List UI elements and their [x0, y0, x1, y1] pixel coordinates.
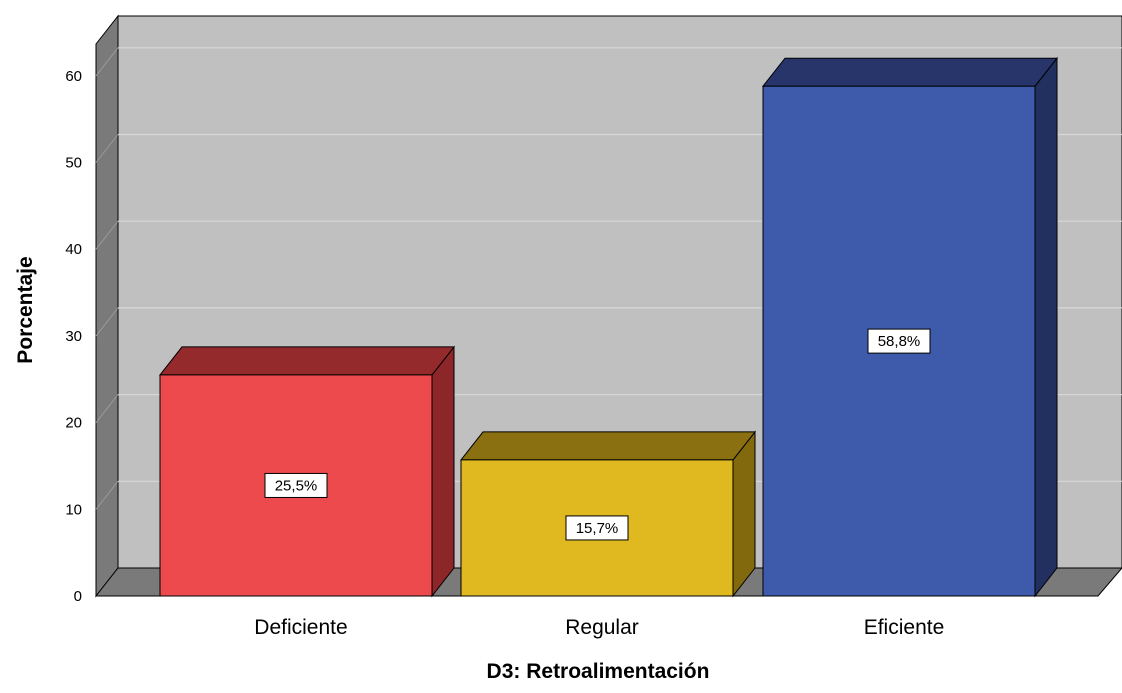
data-label-text: 25,5%: [275, 477, 318, 494]
x-category-label: Regular: [565, 616, 639, 639]
y-tick-label: 30: [65, 328, 82, 345]
bar-side: [732, 430, 756, 598]
y-tick-label: 20: [65, 415, 82, 432]
x-category-label: Eficiente: [864, 616, 945, 639]
x-category-label: Deficiente: [254, 616, 347, 639]
gridline-side: [95, 394, 119, 423]
data-label-text: 15,7%: [576, 520, 619, 537]
y-axis-ticks: 0 10 20 30 40 50 60: [65, 68, 82, 605]
bar-top: [761, 57, 1059, 87]
gridline-side: [95, 480, 119, 510]
y-tick-label: 50: [65, 155, 82, 172]
side-wall: [95, 14, 119, 598]
y-tick-label: 40: [65, 241, 82, 258]
y-tick-label: 10: [65, 501, 82, 518]
data-label-box: [264, 472, 328, 498]
data-label-box: [565, 515, 629, 541]
y-tick-label: 60: [65, 68, 82, 85]
bar-side: [431, 345, 455, 598]
bar-top: [158, 346, 456, 376]
gridline-side: [95, 220, 119, 250]
x-axis-title: D3: Retroalimentación: [487, 660, 710, 683]
data-label-text: 58,8%: [878, 333, 921, 350]
bars: 25,5% 15,7% 58,8%: [158, 56, 1059, 598]
bar-deficiente: 25,5%: [158, 345, 456, 598]
bar-side: [1034, 56, 1058, 598]
gridline-side: [95, 134, 119, 163]
bar-top: [459, 431, 757, 461]
data-label: 58,8%: [867, 328, 931, 354]
x-axis-categories: Deficiente Regular Eficiente: [254, 616, 944, 639]
data-label: 25,5%: [264, 472, 328, 498]
bar-eficiente: 58,8%: [761, 56, 1059, 598]
gridline-side: [95, 307, 119, 337]
data-label-box: [867, 328, 931, 354]
y-axis-title: Porcentaje: [14, 256, 37, 363]
data-label: 15,7%: [565, 515, 629, 541]
y-tick-label: 0: [74, 588, 82, 605]
gridline-side: [95, 47, 119, 77]
bar-regular: 15,7%: [459, 430, 757, 598]
